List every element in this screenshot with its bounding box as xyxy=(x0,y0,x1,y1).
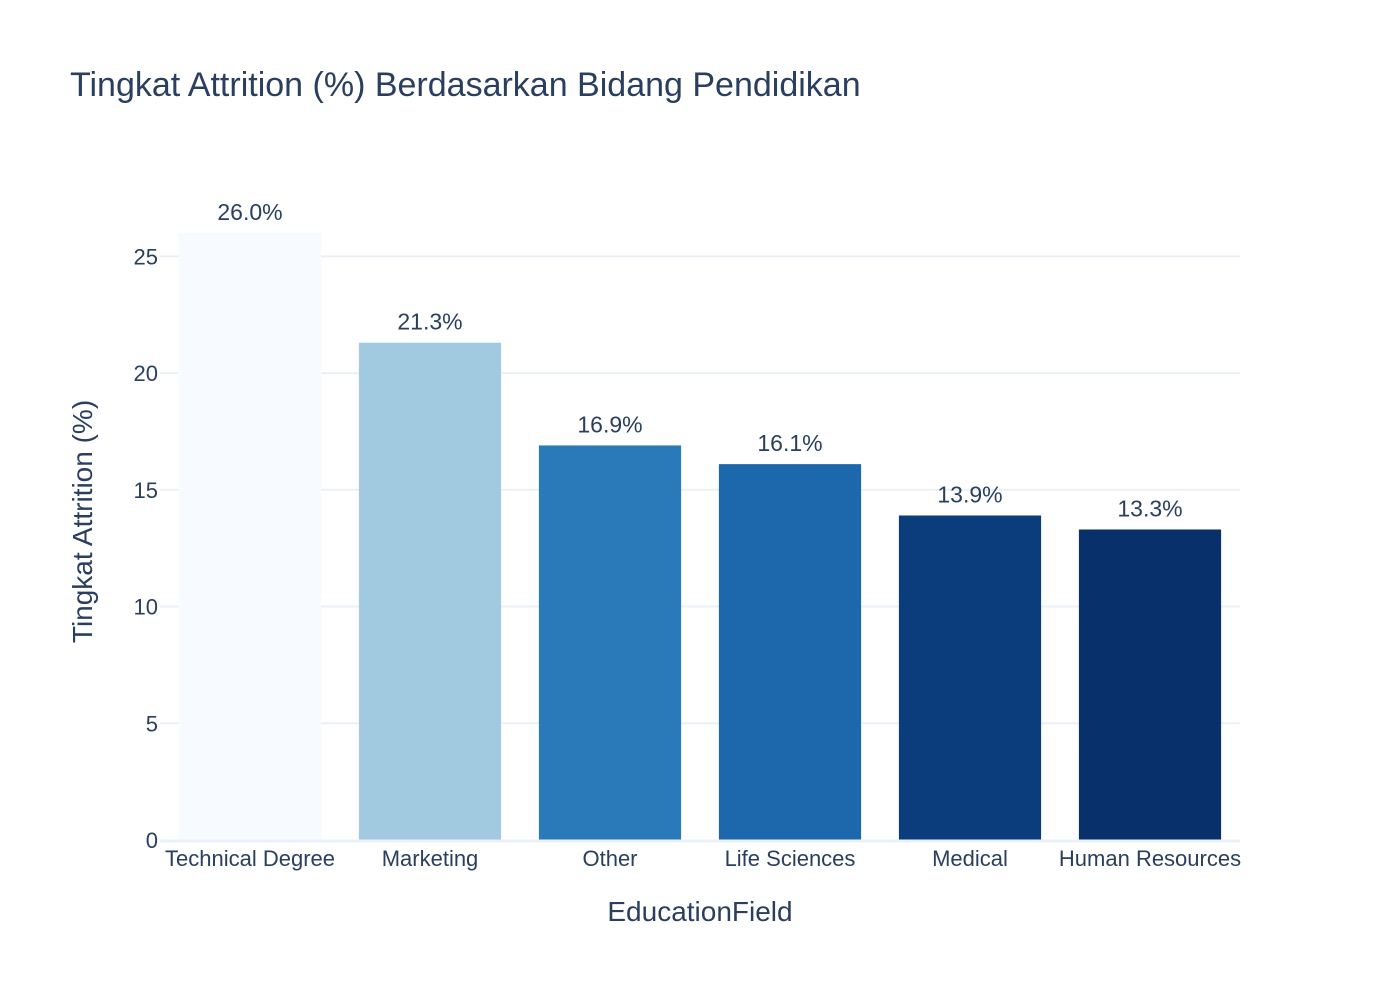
gridlines xyxy=(160,255,1240,725)
data-labels: 26.0% 21.3% 16.9% 16.1% 13.9% 13.3% xyxy=(217,199,1182,521)
x-tick-label: Medical xyxy=(932,846,1008,871)
x-tick-label: Marketing xyxy=(382,846,479,871)
bar xyxy=(718,464,862,840)
bar xyxy=(538,445,682,840)
x-tick-label: Human Resources xyxy=(1059,846,1241,871)
bar xyxy=(358,342,502,840)
bar xyxy=(1078,529,1222,840)
y-tick-label: 20 xyxy=(134,361,158,386)
bar xyxy=(898,515,1042,840)
y-tick-label: 15 xyxy=(134,478,158,503)
data-label: 26.0% xyxy=(217,199,282,225)
data-label: 13.3% xyxy=(1117,495,1182,521)
y-tick-labels: 0 5 10 15 20 25 xyxy=(134,244,158,853)
x-tick-label: Life Sciences xyxy=(725,846,856,871)
chart-title: Tingkat Attrition (%) Berdasarkan Bidang… xyxy=(70,66,861,104)
x-tick-label: Technical Degree xyxy=(165,846,335,871)
x-axis-title: EducationField xyxy=(607,896,792,927)
y-axis-title: Tingkat Attrition (%) xyxy=(67,400,98,643)
y-tick-label: 10 xyxy=(134,595,158,620)
x-tick-labels: Technical Degree Marketing Other Life Scien… xyxy=(165,846,1241,871)
data-label: 21.3% xyxy=(397,309,462,335)
bar xyxy=(178,233,322,840)
x-tick-label: Other xyxy=(582,846,637,871)
data-label: 13.9% xyxy=(937,481,1002,507)
data-label: 16.9% xyxy=(577,411,642,437)
y-tick-label: 5 xyxy=(146,711,158,736)
y-tick-label: 0 xyxy=(146,828,158,853)
y-tick-label: 25 xyxy=(134,244,158,269)
data-label: 16.1% xyxy=(757,430,822,456)
bars xyxy=(178,233,1222,840)
